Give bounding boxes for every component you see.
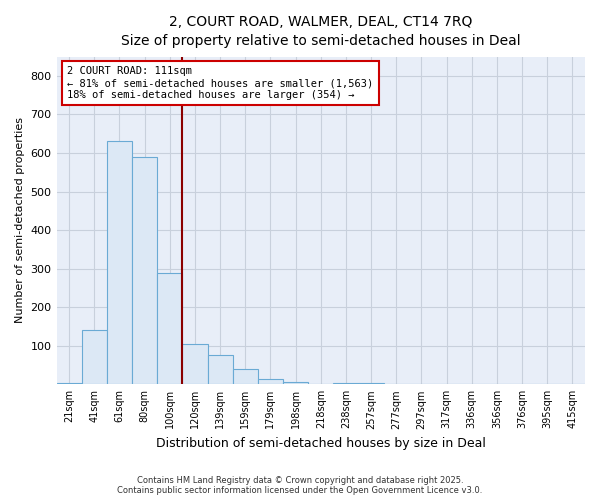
Y-axis label: Number of semi-detached properties: Number of semi-detached properties <box>15 118 25 324</box>
Bar <box>283 382 308 384</box>
Bar <box>82 330 107 384</box>
Bar <box>182 344 208 385</box>
Text: Contains HM Land Registry data © Crown copyright and database right 2025.
Contai: Contains HM Land Registry data © Crown c… <box>118 476 482 495</box>
Bar <box>334 383 359 384</box>
Bar <box>107 142 132 384</box>
Bar <box>359 383 383 384</box>
Text: 2 COURT ROAD: 111sqm
← 81% of semi-detached houses are smaller (1,563)
18% of se: 2 COURT ROAD: 111sqm ← 81% of semi-detac… <box>67 66 373 100</box>
Bar <box>208 356 233 384</box>
X-axis label: Distribution of semi-detached houses by size in Deal: Distribution of semi-detached houses by … <box>156 437 486 450</box>
Bar <box>157 272 182 384</box>
Bar <box>56 383 82 384</box>
Bar <box>233 369 258 384</box>
Bar <box>132 157 157 384</box>
Title: 2, COURT ROAD, WALMER, DEAL, CT14 7RQ
Size of property relative to semi-detached: 2, COURT ROAD, WALMER, DEAL, CT14 7RQ Si… <box>121 15 521 48</box>
Bar <box>258 378 283 384</box>
